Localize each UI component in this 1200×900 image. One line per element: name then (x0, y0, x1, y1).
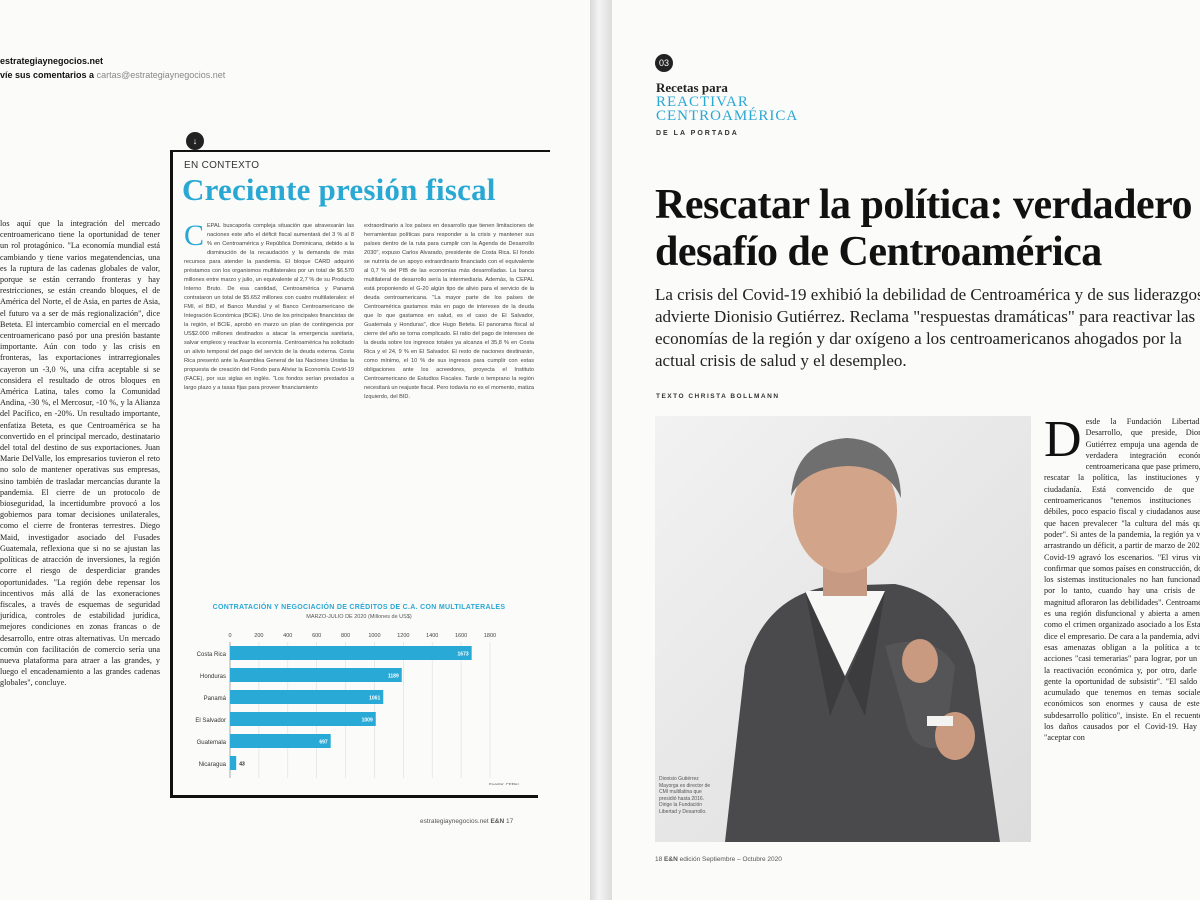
context-box-left-rule (170, 150, 173, 798)
left-folio-site: estrategiaynegocios.net (420, 818, 489, 825)
bar-value-label: 1189 (388, 674, 399, 680)
article-headline: Rescatar la política: verdadero desafío … (655, 182, 1200, 276)
article-body-text: esde la Fundación Libertad y Desarrollo,… (1044, 417, 1200, 743)
bar (230, 646, 472, 660)
bar-value-label: 1673 (458, 652, 469, 658)
bar (230, 756, 237, 770)
bar-value-label: 43 (239, 762, 245, 768)
section-title-line1: Recetas para (656, 80, 728, 95)
context-kicker: EN CONTEXTO (184, 160, 260, 171)
category-label: Panamá (204, 696, 227, 702)
context-column-2: extraordinario a los países en desarroll… (364, 222, 534, 402)
x-tick-label: 0 (228, 633, 231, 639)
x-tick-label: 1400 (426, 633, 438, 639)
credits-bar-chart: 0 200 400 600 800 1000 1200 1400 1600 1800 Costa R… (195, 633, 520, 785)
deck-line3: economías de la región y dar oxígeno a l… (655, 329, 1182, 348)
bar (230, 668, 402, 682)
x-tick-label: 200 (254, 633, 263, 639)
category-label: Nicaragua (199, 762, 227, 768)
left-column-text: los aquí que la integración del mercado … (0, 219, 160, 688)
deck-line1: La crisis del Covid-19 exhibió la debili… (655, 285, 1200, 304)
article-dropcap: D (1044, 411, 1082, 468)
bar (230, 734, 331, 748)
context-badge-icon: ↓ (186, 132, 204, 150)
right-folio-page: 18 (655, 856, 663, 863)
x-tick-label: 1800 (484, 633, 496, 639)
left-column-article: los aquí que la integración del mercado … (0, 218, 160, 689)
category-label: Honduras (200, 674, 226, 680)
x-tick-label: 600 (312, 633, 321, 639)
bar-value-label: 1061 (369, 696, 380, 702)
category-label: El Salvador (195, 718, 226, 724)
contact-label: víe sus comentarios a (0, 70, 95, 80)
bar-value-label: 697 (319, 740, 328, 746)
category-label: Costa Rica (197, 652, 227, 658)
context-column-1-text: EPAL buscaporla compleja situación que a… (184, 223, 354, 391)
left-page: estrategiaynegocios.net víe sus comentar… (0, 0, 590, 900)
section-title-line3: CENTROAMÉRICA (656, 108, 799, 124)
context-body: C EPAL buscaporla compleja situación que … (184, 219, 534, 402)
bar (230, 690, 384, 704)
article-deck: La crisis del Covid-19 exhibió la debili… (655, 284, 1200, 372)
x-tick-label: 1600 (455, 633, 467, 639)
left-folio: estrategiaynegocios.net E&N 17 (420, 818, 513, 825)
spine-gutter (590, 0, 612, 900)
left-folio-page: 17 (506, 818, 514, 825)
chart-title: CONTRATACIÓN Y NEGOCIACIÓN DE CRÉDITOS D… (212, 604, 506, 611)
category-label: Guatemala (197, 740, 227, 746)
chart-source: Fuente: CEPAL (489, 782, 520, 785)
contact-email[interactable]: cartas@estrategiaynegocios.net (96, 70, 226, 80)
left-folio-brand: E&N (490, 818, 505, 825)
section-title-line2: REACTIVAR (656, 94, 749, 110)
bar (230, 712, 376, 726)
context-box-bottom-rule (170, 795, 538, 798)
x-tick-label: 1200 (397, 633, 409, 639)
article-byline: TEXTO CHRISTA BOLLMANN (656, 393, 780, 400)
context-headline: Creciente presión fiscal (182, 172, 496, 207)
x-tick-label: 800 (341, 633, 350, 639)
section-subtitle: DE LA PORTADA (656, 130, 739, 137)
right-folio-edition: edición Septiembre – Octubre 2020 (679, 856, 782, 863)
deck-line2: advierte Dionisio Gutiérrez. Reclama "re… (655, 307, 1196, 326)
section-title-block: REACTIVAR CENTROAMÉRICA (656, 94, 799, 124)
chart-subtitle: MARZO-JULIO DE 2020 (Millones de US$) (306, 614, 412, 620)
context-box-top-rule (170, 150, 550, 152)
article-headline-line2: desafío de Centroamérica (655, 229, 1102, 275)
right-folio: 18 E&N edición Septiembre – Octubre 2020 (655, 856, 782, 863)
right-folio-brand: E&N (664, 856, 678, 863)
photo-caption: Dionisio Gutiérrez Mayorga es director d… (659, 776, 711, 815)
x-tick-label: 400 (283, 633, 292, 639)
bar-value-label: 1009 (362, 718, 373, 724)
section-number-badge: 03 (655, 54, 673, 72)
contact-info: estrategiaynegocios.net víe sus comentar… (0, 54, 225, 82)
article-headline-line1: Rescatar la política: verdadero (655, 182, 1193, 228)
context-column-2-text: extraordinario a los países en desarroll… (364, 223, 534, 400)
portrait-illustration (725, 438, 1000, 842)
portrait-photo: Dionisio Gutiérrez Mayorga es director d… (655, 416, 1031, 842)
context-dropcap: C (184, 219, 205, 252)
contact-site[interactable]: estrategiaynegocios.net (0, 56, 104, 66)
x-tick-label: 1000 (368, 633, 380, 639)
context-column-1: C EPAL buscaporla compleja situación que … (184, 219, 354, 402)
deck-line4: actual crisis de salud y el desempleo. (655, 351, 907, 370)
